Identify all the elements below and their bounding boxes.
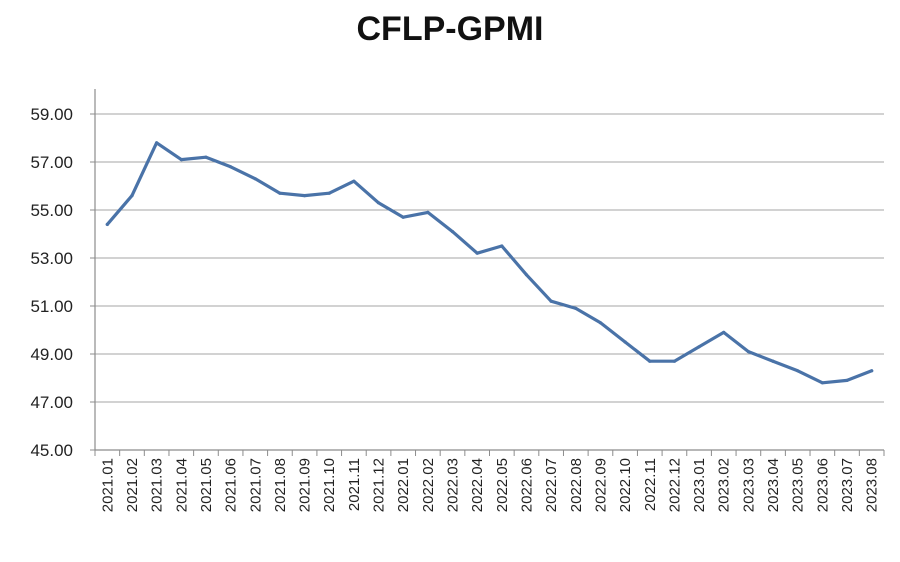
y-tick-label: 47.00 xyxy=(30,393,73,412)
data-point xyxy=(130,194,134,198)
x-tick-label: 2021.12 xyxy=(371,458,388,512)
data-point xyxy=(648,359,652,363)
x-tick-label: 2023.08 xyxy=(864,458,881,512)
x-tick-label: 2022.06 xyxy=(518,458,535,512)
data-point xyxy=(500,244,504,248)
data-point xyxy=(450,230,455,234)
data-point xyxy=(253,177,257,181)
data-point xyxy=(845,378,849,382)
data-point xyxy=(796,369,800,373)
x-tick-label: 2021.05 xyxy=(198,458,215,512)
data-point xyxy=(574,306,578,310)
data-point xyxy=(155,141,159,145)
data-point xyxy=(623,340,627,344)
data-point xyxy=(278,191,282,195)
y-tick-label: 57.00 xyxy=(30,153,73,172)
data-point xyxy=(771,359,775,363)
x-tick-label: 2023.05 xyxy=(790,458,807,512)
x-tick-label: 2021.11 xyxy=(346,458,363,511)
y-tick-label: 55.00 xyxy=(30,201,73,220)
data-point xyxy=(820,381,824,385)
x-tick-label: 2021.07 xyxy=(247,458,264,512)
data-point xyxy=(229,165,233,169)
x-tick-label: 2023.03 xyxy=(740,458,757,512)
x-tick-label: 2022.08 xyxy=(568,458,585,512)
x-tick-label: 2022.01 xyxy=(395,458,412,512)
data-point xyxy=(697,345,701,349)
x-tick-label: 2022.10 xyxy=(617,458,634,512)
y-tick-label: 49.00 xyxy=(30,345,73,364)
y-tick-label: 53.00 xyxy=(30,249,73,268)
data-point xyxy=(722,330,726,334)
x-tick-label: 2022.05 xyxy=(494,458,511,512)
data-point xyxy=(105,222,109,226)
y-tick-label: 59.00 xyxy=(30,105,73,124)
chart-title: CFLP-GPMI xyxy=(356,10,544,48)
data-point xyxy=(327,191,331,195)
x-tick-label: 2021.06 xyxy=(223,458,240,512)
x-tick-label: 2023.07 xyxy=(839,458,856,512)
x-tick-label: 2021.01 xyxy=(99,458,116,512)
data-point xyxy=(870,369,874,373)
data-point xyxy=(376,201,381,205)
data-point xyxy=(352,179,356,183)
x-tick-label: 2022.04 xyxy=(469,458,486,512)
data-point xyxy=(204,155,208,159)
x-tick-label: 2022.07 xyxy=(543,458,560,512)
x-tick-label: 2022.12 xyxy=(666,458,683,512)
x-tick-label: 2021.10 xyxy=(321,458,338,512)
x-tick-label: 2023.02 xyxy=(716,458,733,512)
x-tick-label: 2023.06 xyxy=(814,458,831,512)
x-tick-label: 2021.04 xyxy=(173,458,190,512)
x-tick-label: 2022.02 xyxy=(420,458,437,512)
y-tick-label: 45.00 xyxy=(30,441,73,460)
data-point xyxy=(401,215,405,219)
x-tick-label: 2021.03 xyxy=(149,458,166,512)
x-tick-label: 2023.01 xyxy=(691,458,708,512)
y-tick-label: 51.00 xyxy=(30,297,73,316)
series-line xyxy=(105,141,874,385)
x-tick-label: 2021.08 xyxy=(272,458,289,512)
data-point xyxy=(426,210,430,214)
data-point xyxy=(598,321,603,325)
x-tick-label: 2022.09 xyxy=(592,458,609,512)
data-point xyxy=(302,194,307,198)
data-point xyxy=(746,350,750,354)
data-point xyxy=(672,359,677,363)
x-tick-label: 2021.02 xyxy=(124,458,141,512)
x-tick-label: 2021.09 xyxy=(297,458,314,512)
data-point xyxy=(549,299,553,303)
x-tick-label: 2022.03 xyxy=(445,458,462,512)
data-point xyxy=(475,251,479,255)
data-point xyxy=(524,273,529,277)
x-tick-label: 2022.11 xyxy=(642,458,659,511)
x-tick-label: 2023.04 xyxy=(765,458,782,512)
data-point xyxy=(179,158,183,162)
